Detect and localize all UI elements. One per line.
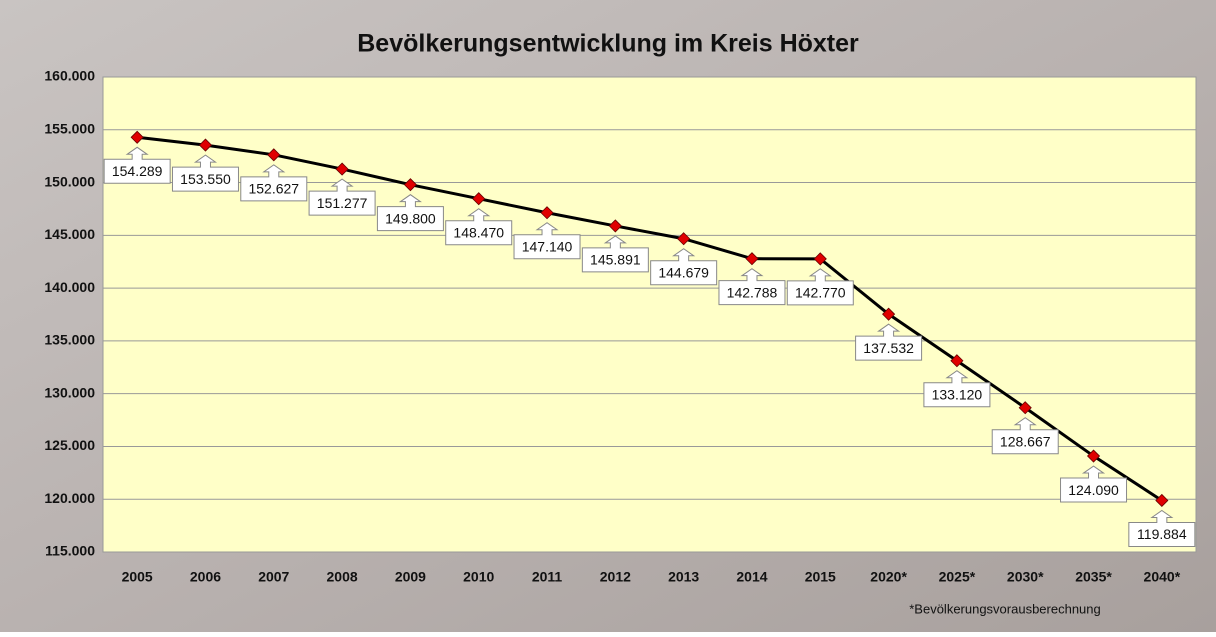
line: [136, 135, 1163, 502]
y-tick-label: 125.000: [44, 437, 95, 453]
x-tick-label: 2030*: [1007, 569, 1044, 585]
label-callout: [171, 154, 239, 192]
x-tick-label: 2010: [463, 569, 494, 585]
marker: [813, 252, 827, 266]
marker: [745, 252, 759, 266]
label-callout: [103, 146, 171, 184]
data-label: 133.120: [932, 386, 983, 402]
label-callout: [240, 164, 308, 202]
label-callout: [1060, 465, 1128, 503]
footnote: *Bevölkerungsvorausberechnung: [909, 601, 1101, 616]
marker: [608, 219, 622, 233]
marker: [198, 138, 213, 152]
data-label: 128.667: [1000, 433, 1051, 449]
label-callout: [650, 248, 718, 286]
data-label: 153.550: [180, 171, 231, 187]
data-label: 142.788: [727, 284, 778, 300]
y-tick-label: 120.000: [44, 490, 95, 506]
x-tick-label: 2005: [122, 569, 153, 585]
y-tick-label: 145.000: [44, 226, 95, 242]
label-callout: [991, 417, 1059, 455]
marker: [267, 148, 281, 162]
data-label: 149.800: [385, 210, 436, 226]
marker: [540, 206, 554, 220]
y-tick-label: 150.000: [44, 173, 95, 189]
data-label: 151.277: [317, 195, 368, 211]
label-callout: [308, 178, 376, 216]
marker: [882, 307, 896, 321]
x-tick-label: 2015: [805, 569, 836, 585]
label-callout: [513, 222, 581, 260]
plot-area: [102, 76, 1197, 553]
marker: [472, 192, 486, 206]
marker: [130, 130, 144, 144]
data-label: 142.770: [795, 285, 846, 301]
marker: [335, 162, 349, 176]
data-label: 145.891: [590, 252, 641, 268]
marker: [1086, 449, 1101, 463]
x-tick-label: 2009: [395, 569, 426, 585]
data-label: 152.627: [248, 181, 299, 197]
data-label: 148.470: [453, 224, 504, 240]
label-callout: [1128, 509, 1196, 547]
label-callout: [718, 268, 786, 306]
x-tick-label: 2006: [190, 569, 221, 585]
label-callout: [855, 323, 923, 361]
x-tick-label: 2007: [258, 569, 289, 585]
x-tick-label: 2012: [600, 569, 631, 585]
data-label: 147.140: [522, 238, 573, 254]
x-tick-label: 2020*: [870, 569, 907, 585]
data-label: 144.679: [658, 264, 709, 280]
marker: [1018, 401, 1032, 415]
x-tick-label: 2008: [327, 569, 358, 585]
x-tick-label: 2040*: [1144, 569, 1181, 585]
y-tick-label: 160.000: [44, 68, 95, 84]
y-tick-label: 135.000: [44, 332, 95, 348]
label-callout: [786, 268, 854, 306]
marker: [677, 232, 691, 246]
label-callout: [376, 194, 444, 232]
y-tick-label: 130.000: [44, 384, 95, 400]
marker: [403, 178, 417, 192]
x-tick-label: 2025*: [939, 569, 976, 585]
x-tick-label: 2014: [736, 569, 767, 585]
y-tick-label: 140.000: [44, 279, 95, 295]
x-tick-label: 2035*: [1075, 569, 1112, 585]
marker: [1155, 493, 1169, 508]
data-label: 124.090: [1068, 482, 1119, 498]
x-tick-label: 2013: [668, 569, 699, 585]
x-tick-label: 2011: [532, 569, 563, 585]
chart-title: Bevölkerungsentwicklung im Kreis Höxter: [357, 30, 859, 58]
data-label: 154.289: [112, 163, 163, 179]
data-label: 119.884: [1137, 526, 1187, 542]
y-tick-label: 155.000: [44, 120, 95, 136]
y-tick-label: 115.000: [45, 543, 95, 559]
label-callout: [581, 235, 649, 273]
label-callout: [923, 370, 991, 408]
marker: [950, 354, 964, 368]
data-label: 137.532: [863, 340, 914, 356]
label-callout: [445, 208, 513, 246]
